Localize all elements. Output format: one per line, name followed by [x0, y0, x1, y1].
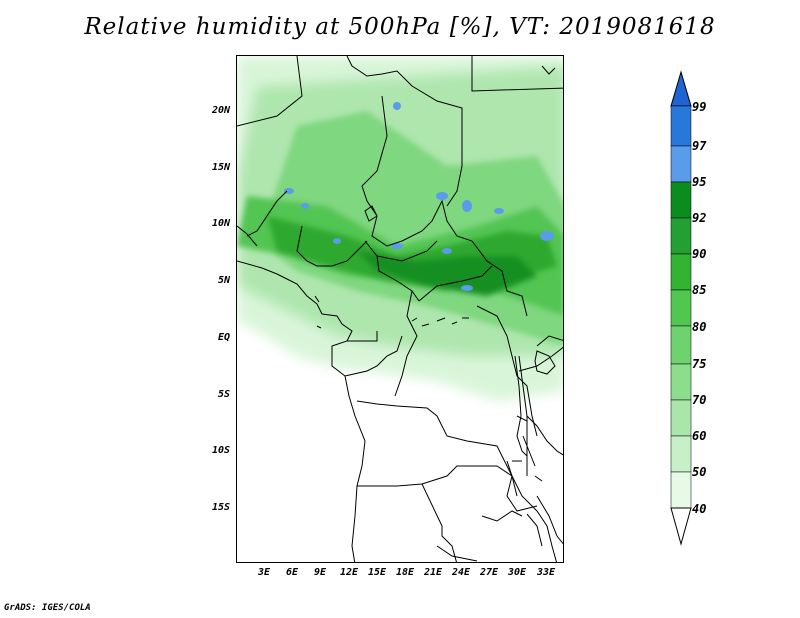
lat-label-10s: 10S — [211, 445, 230, 456]
colorbar-segment-95-97 — [670, 145, 692, 183]
lon-label-24e: 24E — [451, 567, 471, 578]
colorbar-segment-40-50 — [670, 471, 692, 509]
lat-label-5s: 5S — [217, 389, 230, 400]
lat-label-15s: 15S — [211, 502, 230, 513]
lon-label-21e: 21E — [423, 567, 443, 578]
country-borders — [237, 56, 563, 562]
colorbar-label-80: 80 — [692, 320, 707, 334]
colorbar-label-75: 75 — [692, 357, 707, 371]
colorbar-segment-97-99 — [670, 105, 692, 147]
colorbar-label-70: 70 — [692, 393, 707, 407]
lon-label-9e: 9E — [313, 567, 327, 578]
humidity-field-high — [267, 216, 557, 296]
humidity-field-blue-patches — [284, 102, 554, 291]
lat-label-20n: 20N — [211, 105, 230, 116]
lat-label-eq: EQ — [217, 332, 230, 343]
map-plot-area — [236, 55, 564, 563]
colorbar-bottom-arrow — [670, 507, 692, 546]
lat-label-10n: 10N — [211, 218, 230, 229]
colorbar-label-60: 60 — [692, 429, 707, 443]
colorbar-segment-60-70 — [670, 399, 692, 437]
colorbar-segment-92-95 — [670, 181, 692, 219]
colorbar-segment-75-80 — [670, 325, 692, 365]
lon-label-27e: 27E — [479, 567, 499, 578]
lat-label-15n: 15N — [211, 162, 230, 173]
colorbar-top-arrow — [670, 70, 692, 107]
lakes — [314, 205, 556, 497]
humidity-map — [237, 56, 563, 562]
lon-label-33e: 33E — [536, 567, 556, 578]
colorbar-label-99: 99 — [692, 100, 707, 114]
colorbar — [670, 70, 692, 546]
colorbar-label-40: 40 — [692, 502, 707, 516]
colorbar-segment-85-90 — [670, 253, 692, 291]
lat-label-5n: 5N — [217, 275, 230, 286]
lon-label-15e: 15E — [367, 567, 387, 578]
colorbar-segment-80-85 — [670, 289, 692, 327]
colorbar-label-90: 90 — [692, 247, 707, 261]
lon-label-6e: 6E — [285, 567, 299, 578]
grads-credit: GrADS: IGES/COLA — [4, 603, 91, 613]
lon-label-12e: 12E — [339, 567, 359, 578]
colorbar-label-50: 50 — [692, 465, 707, 479]
lon-label-30e: 30E — [507, 567, 527, 578]
colorbar-label-92: 92 — [692, 211, 707, 225]
colorbar-label-85: 85 — [692, 283, 707, 297]
lon-label-18e: 18E — [395, 567, 415, 578]
colorbar-segment-90-92 — [670, 217, 692, 255]
map-title: Relative humidity at 500hPa [%], VT: 201… — [84, 14, 716, 40]
colorbar-segment-70-75 — [670, 363, 692, 401]
lon-label-3e: 3E — [257, 567, 271, 578]
colorbar-label-97: 97 — [692, 139, 707, 153]
colorbar-label-95: 95 — [692, 175, 707, 189]
colorbar-segment-50-60 — [670, 435, 692, 473]
